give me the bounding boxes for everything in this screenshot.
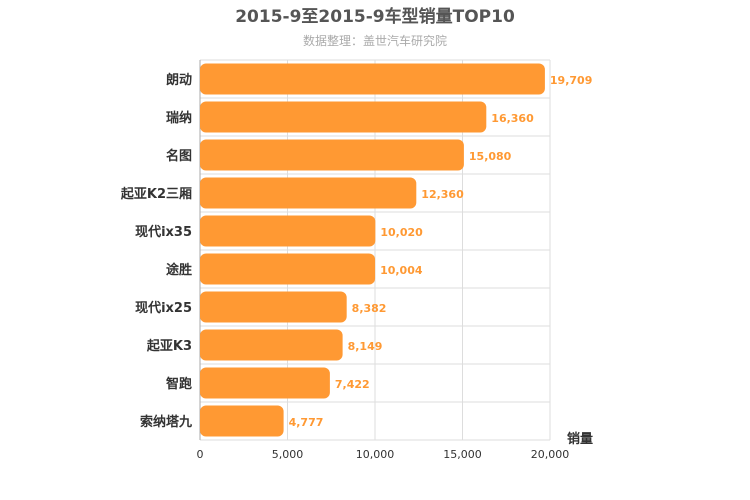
category-label: 起亚K3 [146,338,192,354]
bar[interactable] [200,329,343,361]
category-label: 现代ix25 [135,300,192,316]
x-tick-label: 20,000 [531,448,570,461]
category-label: 起亚K2三厢 [120,186,192,202]
category-label: 索纳塔九 [140,414,192,430]
bar[interactable] [200,405,284,437]
value-label: 19,709 [550,74,592,87]
x-axis-title: 销量 [567,431,593,447]
bar[interactable] [200,139,464,171]
bar[interactable] [200,101,487,133]
bar[interactable] [200,367,330,399]
value-label: 4,777 [289,416,324,429]
bar[interactable] [200,63,545,95]
x-tick-label: 15,000 [443,448,482,461]
bar[interactable] [200,291,347,323]
category-label: 朗动 [166,72,192,88]
value-label: 16,360 [491,112,534,125]
value-label: 12,360 [421,188,464,201]
bar[interactable] [200,177,417,209]
value-label: 8,382 [352,302,387,315]
chart-subtitle: 数据整理：盖世汽车研究院 [303,33,447,48]
bar[interactable] [200,215,376,247]
category-label: 途胜 [166,262,192,278]
category-label: 瑞纳 [166,110,192,126]
x-tick-label: 0 [197,448,204,461]
chart-title: 2015-9至2015-9车型销量TOP10 [235,6,515,27]
value-label: 10,020 [380,226,423,239]
bar[interactable] [200,253,376,285]
value-label: 7,422 [335,378,370,391]
value-labels: 19,709 16,360 15,080 12,360 10,020 10,004 8,38… [289,74,593,429]
value-label: 10,004 [380,264,423,277]
category-label: 现代ix35 [135,224,192,240]
x-tick-label: 5,000 [272,448,304,461]
bars [200,63,545,437]
value-label: 8,149 [348,340,383,353]
category-label: 名图 [166,148,192,164]
x-axis: 0 5,000 10,000 15,000 20,000 [197,448,570,461]
category-label: 智跑 [166,376,192,392]
value-label: 15,080 [469,150,512,163]
x-tick-label: 10,000 [356,448,395,461]
